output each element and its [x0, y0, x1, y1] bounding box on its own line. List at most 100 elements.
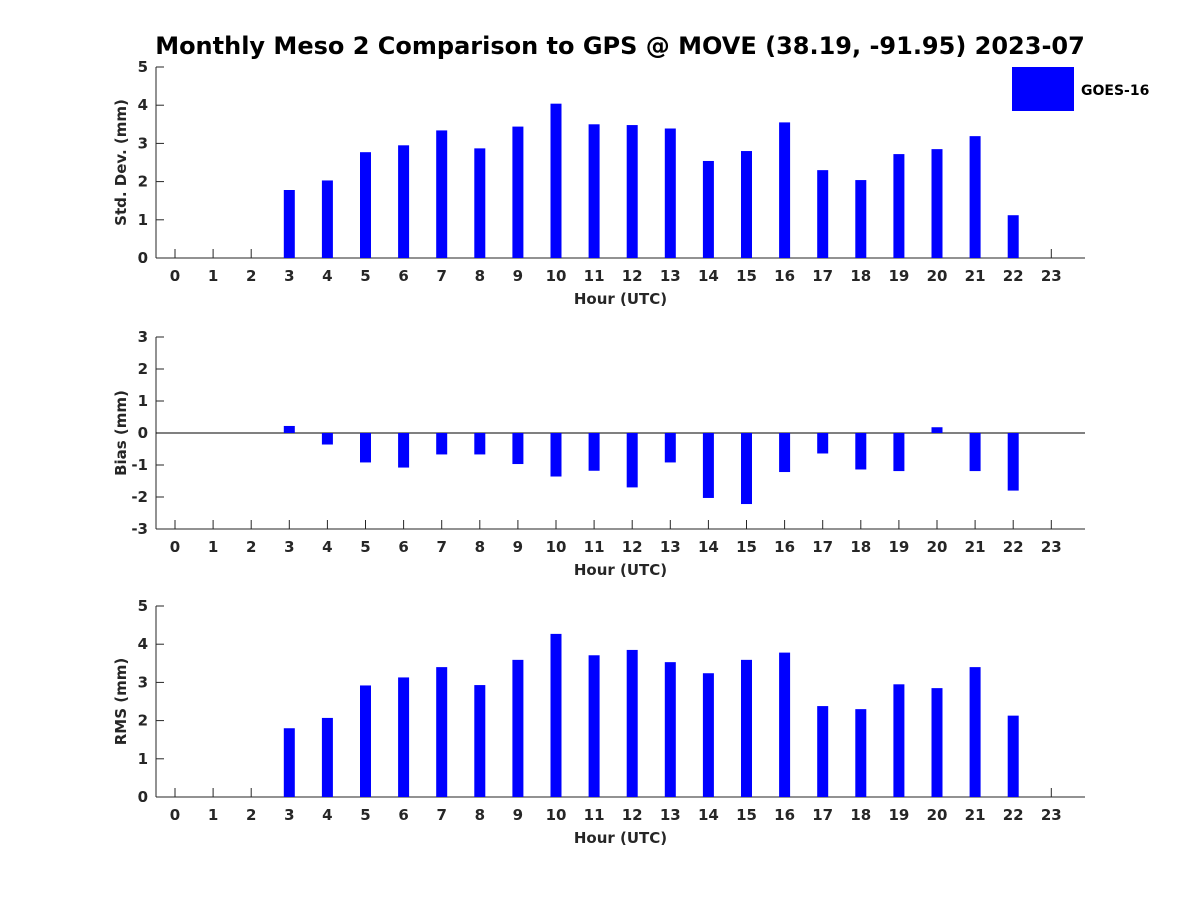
- x-tick-label: 13: [660, 267, 681, 285]
- x-tick-label: 18: [850, 267, 871, 285]
- bar: [741, 659, 752, 797]
- x-tick-label: 0: [170, 806, 180, 824]
- x-axis-label: Hour (UTC): [574, 829, 667, 847]
- y-tick-label: 0: [138, 249, 148, 267]
- x-tick-label: 23: [1041, 267, 1062, 285]
- x-tick-label: 2: [246, 538, 256, 556]
- x-tick-label: 1: [208, 538, 218, 556]
- x-tick-label: 18: [850, 806, 871, 824]
- y-axis-label: Bias (mm): [112, 390, 130, 476]
- bar: [360, 685, 371, 797]
- bar: [702, 673, 714, 797]
- bar: [931, 149, 943, 258]
- bar: [360, 152, 371, 258]
- bar: [436, 667, 448, 797]
- bar: [1007, 215, 1019, 258]
- x-tick-label: 19: [888, 806, 909, 824]
- bar: [550, 103, 562, 258]
- bar: [969, 433, 981, 472]
- x-tick-label: 22: [1003, 538, 1024, 556]
- x-tick-label: 14: [698, 538, 719, 556]
- bar: [931, 427, 943, 433]
- x-tick-label: 1: [208, 267, 218, 285]
- bar: [321, 180, 333, 258]
- bar: [855, 433, 867, 470]
- x-tick-label: 17: [812, 538, 833, 556]
- bar: [779, 433, 791, 473]
- x-tick-label: 3: [284, 538, 294, 556]
- x-tick-label: 16: [774, 267, 795, 285]
- x-tick-label: 14: [698, 267, 719, 285]
- y-tick-label: -3: [131, 520, 148, 538]
- x-tick-label: 4: [322, 538, 332, 556]
- x-tick-label: 12: [622, 267, 643, 285]
- bar: [283, 190, 295, 258]
- y-tick-label: 0: [138, 424, 148, 442]
- x-tick-label: 10: [546, 806, 567, 824]
- y-tick-label: 1: [138, 750, 148, 768]
- x-tick-label: 8: [475, 267, 485, 285]
- x-tick-label: 18: [850, 538, 871, 556]
- x-tick-label: 11: [584, 267, 605, 285]
- y-tick-label: 1: [138, 211, 148, 229]
- x-tick-label: 17: [812, 267, 833, 285]
- bar: [969, 667, 981, 797]
- x-tick-label: 10: [546, 538, 567, 556]
- bar: [398, 677, 410, 797]
- y-tick-label: -2: [131, 488, 148, 506]
- x-tick-label: 20: [927, 806, 948, 824]
- bar: [550, 433, 562, 477]
- x-tick-label: 21: [965, 806, 986, 824]
- x-tick-label: 15: [736, 806, 757, 824]
- y-tick-label: 5: [138, 597, 148, 615]
- y-tick-label: 3: [138, 673, 148, 691]
- x-tick-label: 12: [622, 538, 643, 556]
- y-tick-label: 4: [138, 96, 148, 114]
- y-tick-label: 1: [138, 392, 148, 410]
- legend-swatch: [1012, 67, 1074, 111]
- bar: [474, 433, 486, 455]
- y-axis-label: RMS (mm): [112, 658, 130, 745]
- bar: [283, 425, 295, 433]
- x-tick-label: 5: [360, 538, 370, 556]
- x-tick-label: 10: [546, 267, 567, 285]
- x-tick-label: 6: [398, 538, 408, 556]
- bar: [588, 433, 600, 471]
- x-tick-label: 7: [436, 538, 446, 556]
- x-tick-label: 23: [1041, 806, 1062, 824]
- x-tick-label: 21: [965, 267, 986, 285]
- bar: [702, 160, 714, 258]
- x-tick-label: 2: [246, 267, 256, 285]
- x-tick-label: 21: [965, 538, 986, 556]
- bar: [321, 433, 333, 445]
- y-axis-label: Std. Dev. (mm): [112, 99, 130, 226]
- bar: [855, 709, 867, 797]
- x-tick-label: 0: [170, 538, 180, 556]
- x-tick-label: 13: [660, 806, 681, 824]
- x-tick-label: 19: [888, 538, 909, 556]
- x-tick-label: 19: [888, 267, 909, 285]
- bar: [550, 633, 562, 797]
- x-tick-label: 9: [513, 538, 523, 556]
- x-tick-label: 22: [1003, 806, 1024, 824]
- bar: [588, 655, 600, 797]
- x-tick-label: 1: [208, 806, 218, 824]
- bar: [436, 433, 448, 455]
- bar: [512, 433, 524, 465]
- legend: GOES-16: [1012, 67, 1149, 111]
- x-tick-label: 7: [436, 267, 446, 285]
- x-tick-label: 22: [1003, 267, 1024, 285]
- bar: [360, 433, 371, 463]
- x-axis-label: Hour (UTC): [574, 561, 667, 579]
- x-tick-label: 3: [284, 267, 294, 285]
- y-tick-label: 2: [138, 712, 148, 730]
- bar: [664, 128, 676, 258]
- bar: [817, 706, 829, 797]
- x-tick-label: 7: [436, 806, 446, 824]
- bar: [474, 685, 486, 797]
- x-axis-label: Hour (UTC): [574, 290, 667, 308]
